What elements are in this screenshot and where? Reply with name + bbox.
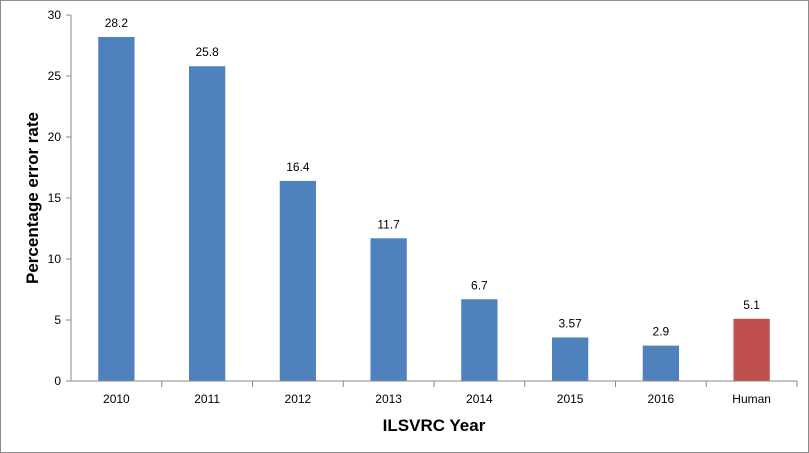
bar-2015 [551,337,589,381]
y-tick-label: 30 [48,8,62,22]
data-label: 3.57 [558,316,582,330]
bar-2010 [98,36,135,382]
bar-2016 [642,345,680,381]
data-label: 25.8 [195,45,219,59]
x-tick-label: 2015 [557,392,584,406]
bars-group: 28.2 25.8 16.4 11.7 6.7 3.57 2.9 5.1 [98,16,770,382]
x-tick-label: 2010 [103,392,130,406]
data-label: 28.2 [105,16,129,30]
x-tick-label: 2012 [285,392,312,406]
x-tick-label: 2011 [194,392,220,406]
x-tick-label: 2013 [375,392,402,406]
y-axis-ticks: 0 5 10 15 20 25 30 [48,8,71,388]
y-tick-label: 20 [48,130,62,144]
data-label: 5.1 [743,298,760,312]
data-label: 11.7 [377,217,400,231]
bar-2014 [461,299,498,381]
y-tick-label: 10 [48,252,62,266]
bar-2012 [279,180,317,381]
data-label: 2.9 [653,325,670,339]
data-label: 16.4 [286,160,310,174]
y-tick-label: 5 [54,313,61,327]
x-tick-label: 2016 [648,392,675,406]
bar-human [733,318,770,381]
x-axis-title: ILSVRC Year [383,416,486,435]
y-axis-title: Percentage error rate [23,112,42,284]
bar-2011 [188,66,226,382]
data-label: 6.7 [471,278,488,292]
x-tick-label: 2014 [466,392,493,406]
y-tick-label: 0 [54,374,61,388]
x-tick-label: Human [732,392,771,406]
y-tick-label: 15 [48,191,62,205]
y-tick-label: 25 [48,69,62,83]
bar-2013 [370,238,407,381]
x-axis-ticks: 2010 2011 2012 2013 2014 2015 2016 Human [103,381,798,406]
